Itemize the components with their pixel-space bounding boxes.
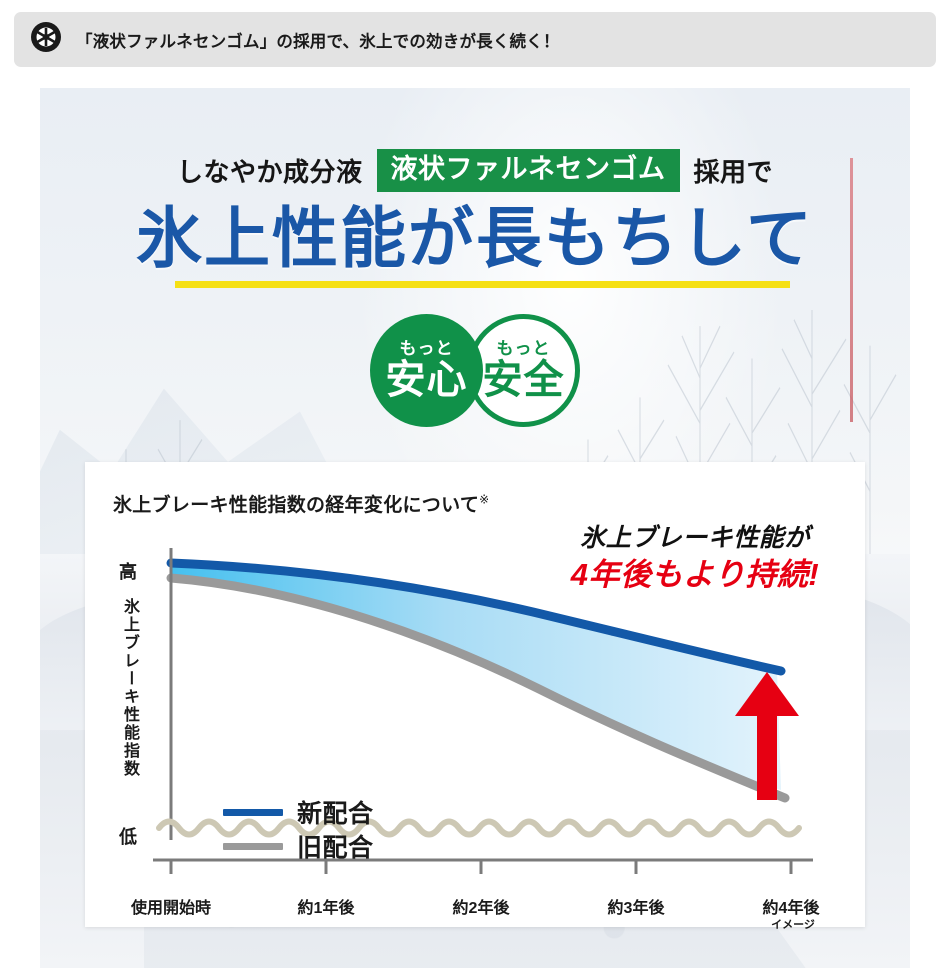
y-axis-title: 氷上ブレーキ性能指数 [121,598,138,778]
badge-anshin-small: もっと [399,339,454,358]
chart-annotation: 氷上ブレーキ性能が 4年後もより持続! [540,524,850,592]
badge-anshin: もっと 安心 [370,313,483,427]
y-axis-high-label: 高 [119,562,137,582]
badge-anshin-big: 安心 [385,358,468,402]
badge-anzen-big: 安全 [482,358,565,402]
tire-icon [30,21,62,58]
chart-plot-area: 高 氷上ブレーキ性能指数 低 [113,540,843,895]
chart-title: 氷上ブレーキ性能指数の経年変化について※ [113,490,490,517]
chart-legend: 新配合 旧配合 [223,795,374,863]
notice-text: 「液状ファルネセンゴム」の採用で、氷上での効きが長く続く！ [76,32,560,51]
legend-item-old: 旧配合 [223,829,374,863]
chart-line-old-blend [166,573,790,803]
axis-break-wave [156,818,802,838]
y-axis-low-label: 低 [119,827,137,847]
x-axis-labels: 使用開始時 約1年後 約2年後 約3年後 約4年後 イメージ [113,894,843,931]
legend-item-new: 新配合 [223,795,374,829]
hero-banner: しなやか成分液 液状ファルネセンゴム 採用で 氷上性能が長もちして もっと 安心… [40,88,910,968]
x-axis-label-0: 使用開始時 [130,900,212,917]
x-axis-label-3: 約3年後 [607,900,665,917]
badge-anzen: もっと 安全 [467,313,580,427]
chart-title-footnote-mark: ※ [479,492,490,507]
bg-roadside-pole [850,158,854,423]
hero-underline [175,281,790,288]
reassurance-badges: もっと 安心 もっと 安全 [40,310,910,430]
x-axis-label-1: 約1年後 [297,900,355,917]
legend-label-new: 新配合 [297,800,374,828]
x-axis-image-note: イメージ [771,919,815,931]
chart-annotation-line1: 氷上ブレーキ性能が [580,524,810,552]
x-axis-label-2: 約2年後 [452,900,510,917]
chart-title-text: 氷上ブレーキ性能指数の経年変化について [113,495,480,516]
x-axis-label-4: 約4年後 [762,900,820,917]
x-axis-ticks [169,860,793,874]
up-arrow-icon [735,672,799,800]
legend-label-old: 旧配合 [297,834,374,862]
legend-swatch-new [223,808,283,816]
badge-anzen-small: もっと [496,339,551,358]
chart-card: 氷上ブレーキ性能指数の経年変化について※ 氷上ブレーキ性能が 4年後もより持続!… [85,462,865,931]
hero-headline: 氷上性能が長もちして [135,201,815,275]
chart-line-new-blend [166,558,786,676]
notice-bar: 「液状ファルネセンゴム」の採用で、氷上での効きが長く続く！ [14,12,936,67]
hero-subtitle-left: しなやか成分液 [176,156,363,187]
chart-svg [153,548,813,874]
hero-subtitle-right: 採用で [693,156,774,187]
hero-ingredient-badge: 液状ファルネセンゴム [376,148,680,192]
chart-annotation-line2: 4年後もより持続! [570,556,820,592]
hero-subtitle-row: しなやか成分液 液状ファルネセンゴム 採用で [40,146,910,194]
legend-swatch-old [223,842,283,850]
